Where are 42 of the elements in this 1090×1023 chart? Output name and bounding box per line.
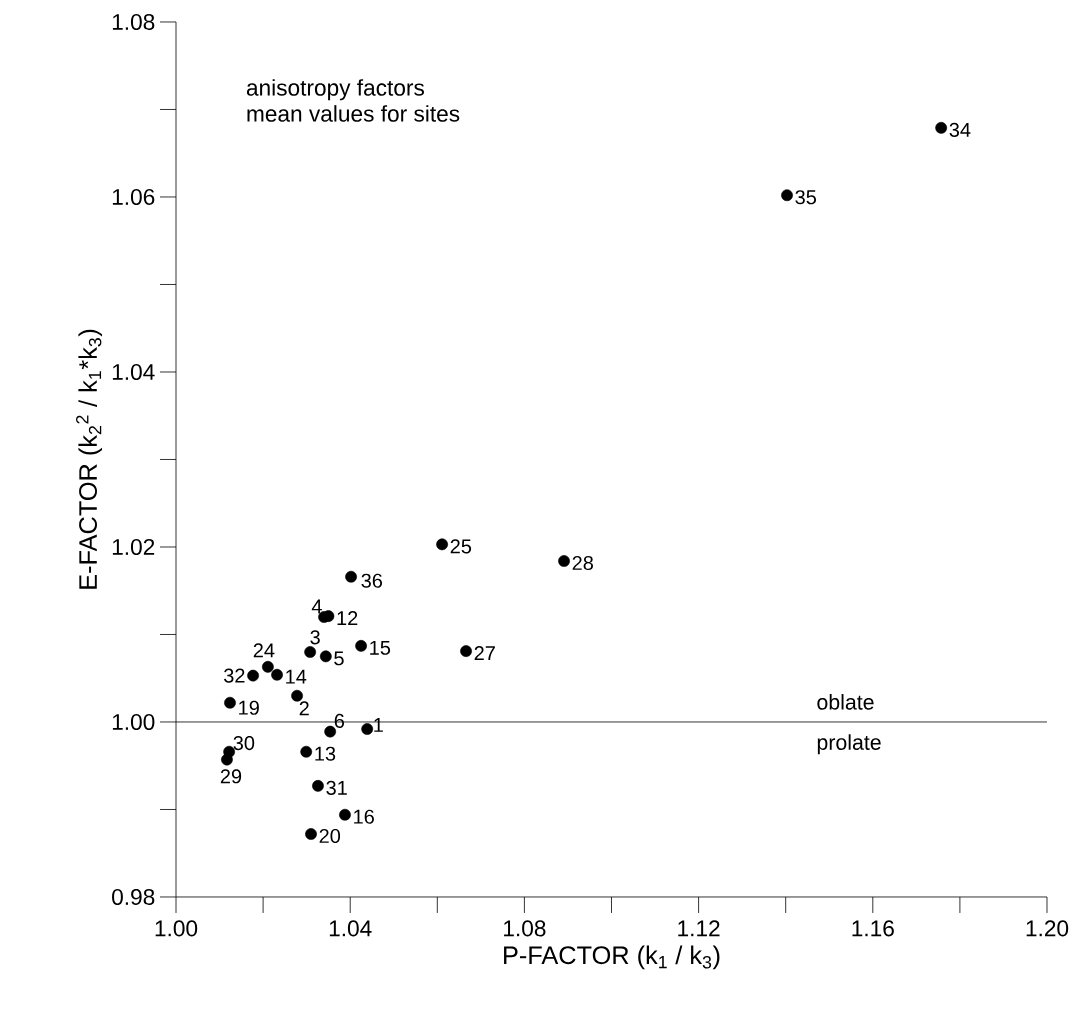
x-tick-label: 1.12 — [678, 920, 720, 937]
x-tick-label: 1.00 — [155, 920, 198, 937]
annotation: 6 — [334, 713, 345, 728]
x-tick-label: 1.20 — [1026, 920, 1069, 937]
annotation: 27 — [474, 646, 495, 661]
annotation: 34 — [949, 122, 971, 137]
y-tick-label: 1.06 — [112, 188, 155, 206]
annotation: 20 — [319, 828, 341, 844]
annotation: oblate — [817, 694, 874, 710]
annotation: 5 — [334, 651, 344, 666]
annotation: 29 — [220, 769, 242, 784]
y-tick-label: 1.08 — [112, 13, 155, 31]
x-axis-title: P-FACTOR (k$_{1}$ / k$_{3}$) — [504, 945, 720, 970]
annotation: 4 — [311, 599, 322, 614]
annotation: 30 — [233, 735, 255, 751]
annotation: 2 — [299, 701, 309, 716]
y-tick-label: 1.04 — [112, 363, 155, 381]
annotation: 35 — [795, 190, 817, 205]
annotation: 19 — [239, 700, 259, 715]
annotation: mean values for sites — [247, 105, 460, 122]
annotation: 13 — [315, 746, 336, 761]
y-tick-label: 0.98 — [112, 888, 155, 906]
y-tick-label: 1.00 — [112, 713, 155, 731]
x-tick-label: 1.16 — [852, 920, 894, 937]
annotation: prolate — [817, 734, 881, 755]
x-tick-label: 1.08 — [504, 920, 546, 937]
annotation: 15 — [370, 640, 391, 655]
annotation: 36 — [361, 573, 383, 588]
annotation: 25 — [450, 539, 472, 554]
annotation: 32 — [223, 668, 245, 683]
annotation: 3 — [310, 630, 320, 645]
annotation: anisotropy factors — [246, 79, 424, 101]
annotation: 16 — [354, 809, 374, 824]
x-tick-label: 1.04 — [329, 920, 372, 937]
annotation: 14 — [286, 669, 307, 684]
annotation: 12 — [337, 611, 358, 626]
annotation: 24 — [253, 643, 275, 658]
annotation: 1 — [374, 718, 383, 732]
y-axis-title: E-FACTOR (k$_{2}$$^{2}$ / k$_{1}$*k$_{3}$) — [76, 329, 103, 589]
y-tick-label: 1.02 — [112, 538, 155, 556]
annotation: 28 — [572, 555, 593, 571]
annotation: 31 — [326, 780, 347, 795]
